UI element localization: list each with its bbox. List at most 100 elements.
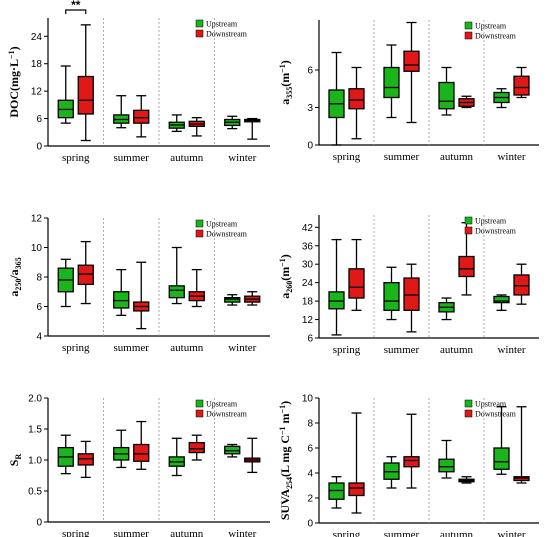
box-body bbox=[403, 277, 420, 311]
legend-swatch-upstream bbox=[464, 216, 473, 225]
x-category-label: spring bbox=[62, 342, 90, 354]
box-upstream-winter bbox=[493, 406, 510, 475]
box-body bbox=[403, 50, 420, 72]
legend-label-upstream: Upstream bbox=[475, 217, 507, 226]
legend-swatch-downstream bbox=[464, 409, 473, 418]
legend-label-upstream: Upstream bbox=[475, 400, 507, 409]
chart-panel-5: 0 0.5 1.0 1.5 2.0 spring summer autumn winter Ups… bbox=[7, 394, 270, 537]
box-downstream-winter bbox=[513, 66, 530, 99]
legend-swatch-downstream bbox=[464, 31, 473, 40]
x-category-label: autumn bbox=[170, 152, 203, 164]
box-downstream-summer bbox=[403, 413, 420, 489]
legend-swatch-downstream bbox=[195, 409, 204, 418]
y-axis-label: a260(m−1) bbox=[278, 254, 294, 299]
y-tick-label: 24 bbox=[31, 32, 43, 43]
y-tick-label: 30 bbox=[302, 260, 314, 271]
box-body bbox=[77, 75, 94, 115]
box-upstream-spring bbox=[328, 51, 345, 146]
box-downstream-spring bbox=[348, 412, 365, 514]
box-upstream-summer bbox=[113, 429, 130, 469]
box-downstream-spring bbox=[77, 240, 94, 305]
y-tick-label: 2 bbox=[307, 494, 313, 505]
box-downstream-spring bbox=[77, 24, 94, 142]
y-tick-label: 6 bbox=[307, 444, 313, 455]
legend-label-downstream: Downstream bbox=[475, 410, 517, 419]
x-category-label: winter bbox=[228, 528, 256, 537]
chart-panel-1: 0 6 12 18 24 spring summer autumn winter Upstream… bbox=[7, 0, 270, 164]
box-body bbox=[403, 456, 420, 468]
legend-label-upstream: Upstream bbox=[206, 400, 238, 409]
box-upstream-spring bbox=[57, 258, 74, 308]
box-downstream-spring bbox=[348, 66, 365, 140]
legend-swatch-upstream bbox=[195, 219, 204, 228]
box-body bbox=[438, 81, 455, 110]
legend-swatch-upstream bbox=[195, 399, 204, 408]
box-downstream-winter bbox=[513, 263, 530, 305]
chart-panel-6: 0 2 4 6 8 10 spring summer autumn winter UpstreamD… bbox=[278, 394, 539, 537]
x-category-label: spring bbox=[333, 344, 361, 356]
box-upstream-spring bbox=[57, 434, 74, 475]
box-upstream-winter bbox=[224, 115, 241, 130]
x-category-label: winter bbox=[228, 342, 256, 354]
y-tick-label: 2.0 bbox=[28, 394, 42, 405]
y-axis-label: a250/a365 bbox=[7, 257, 23, 296]
y-tick-label: 6 bbox=[307, 334, 313, 345]
box-body bbox=[328, 291, 345, 310]
x-category-label: spring bbox=[62, 528, 90, 537]
y-tick-label: 10 bbox=[31, 243, 43, 254]
y-tick-label: 6 bbox=[36, 114, 42, 125]
box-body bbox=[348, 482, 365, 497]
y-axis-label: a355(m−1) bbox=[278, 60, 294, 105]
legend-label-upstream: Upstream bbox=[206, 220, 238, 229]
x-category-label: summer bbox=[384, 151, 420, 163]
box-downstream-autumn bbox=[188, 268, 205, 308]
y-tick-label: 1.5 bbox=[28, 425, 42, 436]
y-tick-label: 4 bbox=[36, 332, 42, 343]
box-upstream-autumn bbox=[438, 66, 455, 116]
box-body bbox=[348, 268, 365, 299]
box-body bbox=[383, 66, 400, 99]
y-tick-label: 6 bbox=[307, 66, 313, 77]
legend-label-downstream: Downstream bbox=[475, 32, 517, 41]
x-category-label: spring bbox=[333, 151, 361, 163]
box-body bbox=[133, 443, 150, 462]
x-category-label: autumn bbox=[170, 342, 203, 354]
x-category-label: summer bbox=[114, 152, 150, 164]
box-upstream-summer bbox=[113, 268, 130, 317]
box-body bbox=[188, 441, 205, 454]
box-body bbox=[383, 281, 400, 311]
legend-swatch-upstream bbox=[464, 399, 473, 408]
box-downstream-spring bbox=[348, 238, 365, 311]
box-body bbox=[458, 255, 475, 278]
box-downstream-autumn bbox=[458, 95, 475, 109]
chart-panel-3: 4 6 8 10 12 spring summer autumn winter UpstreamD… bbox=[7, 214, 270, 354]
box-upstream-winter bbox=[224, 443, 241, 458]
y-axis-label: SR bbox=[7, 454, 23, 467]
x-category-label: summer bbox=[384, 344, 420, 356]
box-body bbox=[493, 447, 510, 470]
box-downstream-summer bbox=[133, 420, 150, 470]
box-body bbox=[133, 109, 150, 124]
box-downstream-summer bbox=[403, 21, 420, 124]
box-downstream-winter bbox=[513, 406, 530, 484]
y-tick-label: 0 bbox=[36, 518, 42, 529]
box-upstream-spring bbox=[328, 476, 345, 509]
x-category-label: winter bbox=[497, 529, 525, 537]
x-category-label: summer bbox=[384, 529, 420, 537]
box-downstream-autumn bbox=[188, 434, 205, 461]
box-body bbox=[493, 295, 510, 304]
box-upstream-autumn bbox=[438, 439, 455, 479]
y-tick-label: 12 bbox=[31, 87, 43, 98]
chart-panel-4: 6 12 18 24 30 36 42 spring summer autumn winter Ups… bbox=[278, 215, 539, 356]
y-tick-label: 42 bbox=[302, 223, 314, 234]
box-body bbox=[168, 285, 185, 299]
x-category-label: autumn bbox=[170, 528, 203, 537]
box-body bbox=[224, 296, 241, 303]
y-tick-label: 1.0 bbox=[28, 456, 42, 467]
box-body bbox=[77, 264, 94, 286]
y-tick-label: 0 bbox=[36, 142, 42, 153]
y-tick-label: 18 bbox=[31, 59, 43, 70]
box-upstream-winter bbox=[493, 294, 510, 311]
box-upstream-autumn bbox=[168, 246, 185, 305]
